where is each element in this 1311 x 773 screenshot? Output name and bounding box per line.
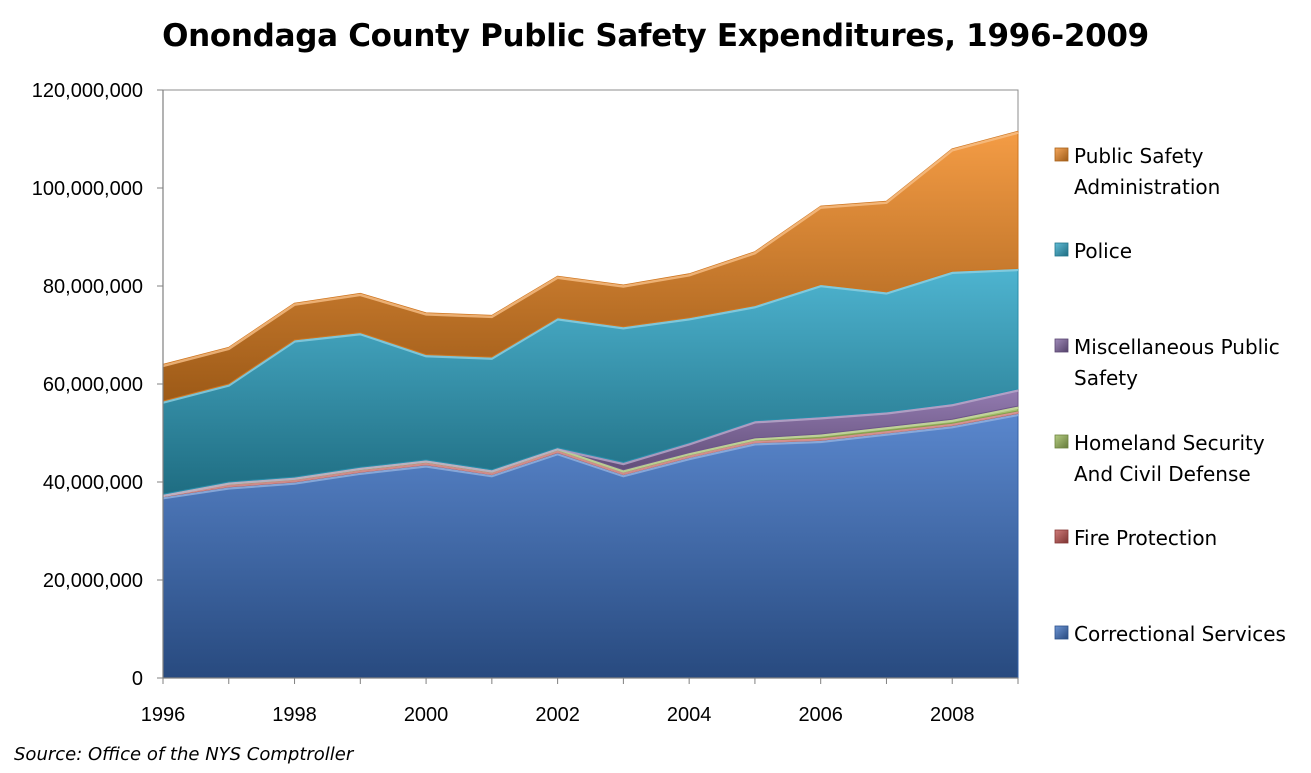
x-tick-label: 2002 <box>535 704 580 726</box>
legend-label: Safety <box>1074 366 1138 390</box>
y-tick-label: 40,000,000 <box>43 472 143 494</box>
area-edge-miscellaneous-public-safety <box>162 389 1019 498</box>
legend-swatch <box>1054 434 1069 449</box>
legend-label: Police <box>1074 239 1132 263</box>
x-tick-label: 2006 <box>798 704 843 726</box>
y-tick-label: 0 <box>132 668 143 690</box>
x-tick-label: 2004 <box>667 704 712 726</box>
legend-swatch <box>1054 529 1069 544</box>
axes: 0 20,000,000 40,000,000 60,000,000 80,000,00… <box>32 80 1019 726</box>
area-edge-police <box>162 268 1019 404</box>
y-tick-label: 100,000,000 <box>32 178 143 200</box>
x-tick-label: 2008 <box>930 704 975 726</box>
chart-title: Onondaga County Public Safety Expenditur… <box>162 18 1149 54</box>
legend-label: Fire Protection <box>1074 526 1217 550</box>
legend-label: Public Safety <box>1074 144 1204 168</box>
legend: Public Safety Administration Police Miscell… <box>1054 144 1286 646</box>
legend-label: And Civil Defense <box>1074 462 1251 486</box>
legend-label: Administration <box>1074 175 1220 199</box>
legend-swatch <box>1054 242 1069 257</box>
source-note: Source: Office of the NYS Comptroller <box>14 744 354 765</box>
legend-swatch <box>1054 625 1069 640</box>
legend-swatch <box>1054 147 1069 162</box>
legend-swatch <box>1054 338 1069 353</box>
area-series-layer <box>162 130 1019 679</box>
area-edge-fire-protection <box>162 411 1019 498</box>
legend-label: Correctional Services <box>1074 622 1286 646</box>
area-edge-correctional-services <box>162 413 1019 500</box>
area-public-safety-administration <box>162 130 1019 402</box>
y-tick-label: 80,000,000 <box>43 276 143 298</box>
area-edge-public-safety-administration <box>162 131 1019 368</box>
legend-label: Miscellaneous Public <box>1074 335 1280 359</box>
x-tick-label: 1996 <box>141 704 186 726</box>
legend-label: Homeland Security <box>1074 431 1265 455</box>
y-tick-label: 20,000,000 <box>43 570 143 592</box>
y-tick-label: 60,000,000 <box>43 374 143 396</box>
x-tick-label: 2000 <box>404 704 449 726</box>
y-tick-label: 120,000,000 <box>32 80 143 102</box>
x-tick-label: 1998 <box>272 704 317 726</box>
